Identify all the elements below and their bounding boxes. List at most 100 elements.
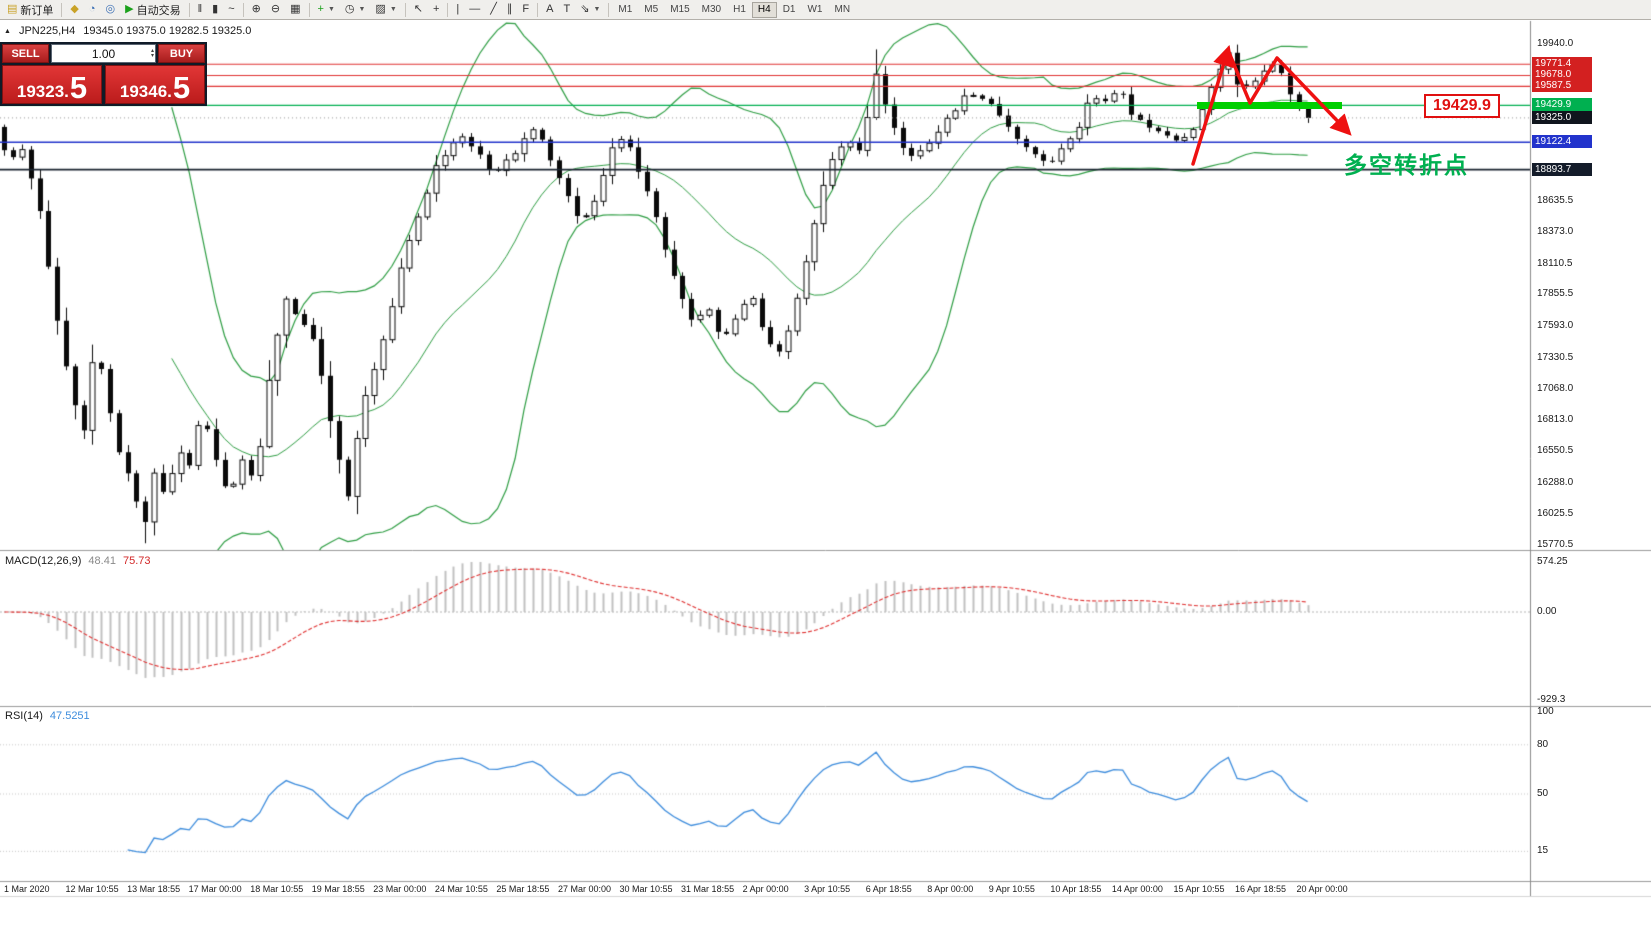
strategy-tester-icon: ◎ [105, 3, 116, 15]
timeframe-button-h1[interactable]: H1 [733, 4, 746, 15]
volume-spinner[interactable]: ▴ ▾ [150, 47, 154, 59]
styler-icon: ◆ [70, 3, 79, 15]
candlestick-chart-button[interactable]: ▮ [207, 1, 223, 19]
rsi-value: 47.5251 [49, 710, 90, 722]
macd-axis-label: 574.25 [1537, 556, 1568, 567]
time-axis-label: 31 Mar 18:55 [681, 884, 735, 894]
templates-button[interactable]: ▨ ▼ [370, 1, 401, 19]
templates-button-dropdown-arrow[interactable]: ▼ [389, 6, 397, 13]
sell-button[interactable]: SELL [2, 44, 49, 63]
add-indicator-button[interactable]: + ▼ [313, 1, 340, 19]
time-axis-label: 15 Apr 10:55 [1173, 884, 1225, 894]
macd-value-main: 48.41 [88, 555, 116, 567]
time-axis-label: 8 Apr 00:00 [927, 884, 974, 894]
periods-button[interactable]: ◷ ▼ [340, 1, 371, 19]
arrows-button-dropdown-arrow[interactable]: ▼ [593, 6, 601, 13]
macd-value-signal: 75.73 [122, 555, 151, 567]
time-axis-label: 9 Apr 10:55 [988, 884, 1035, 894]
market-watch-button[interactable]: ◔ [84, 1, 101, 19]
toolbar-separator [404, 2, 406, 17]
chart-symbol-header: ▲ JPN225,H4 19345.0 19375.0 19282.5 1932… [4, 25, 251, 37]
price-axis-label: 16813.0 [1537, 413, 1574, 425]
new-order-icon: ▤ [7, 3, 18, 15]
strategy-tester-button[interactable]: ◎ [101, 1, 121, 19]
timeframe-button-w1[interactable]: W1 [807, 4, 823, 15]
timeframe-button-m5[interactable]: M5 [644, 4, 659, 15]
price-axis-label: 16025.5 [1537, 508, 1574, 520]
crosshair-button[interactable]: + [428, 1, 444, 19]
price-axis-tag: 19325.0 [1532, 110, 1592, 124]
styler-button[interactable]: ◆ [65, 1, 83, 19]
vertical-line-button[interactable]: | [451, 1, 464, 19]
cursor-button[interactable]: ↖ [409, 1, 428, 19]
tile-windows-button[interactable]: ▦ [285, 1, 305, 19]
rsi-axis-label: 15 [1537, 845, 1549, 857]
auto-trading-button[interactable]: ▶ 自动交易 [120, 1, 185, 19]
price-axis-tag: 19429.9 [1532, 98, 1592, 112]
sell-price-display[interactable]: 19323. 5 [2, 65, 102, 104]
main-toolbar: ▤ 新订单 ◆ ◔ ◎ ▶ 自动交易 ‖ ▮ ~ ⊕ ⊖ ▦ + ▼ ◷ ▼ ▨ ▼ ↖ + | — ╱ ∥ F A T ⇘ ▼ M1 M5 M… [0, 0, 1651, 20]
price-axis-tag: 19122.4 [1532, 135, 1592, 149]
symbol-marker-icon: ▲ [4, 27, 11, 35]
text-icon: A [546, 3, 554, 15]
zoom-in-button[interactable]: ⊕ [247, 1, 266, 19]
buy-price-big-digit: 5 [172, 69, 191, 105]
sell-price-main: 19323. [16, 82, 69, 101]
new-order-button[interactable]: ▤ 新订单 [2, 1, 58, 19]
timeframe-button-m30[interactable]: M30 [701, 4, 722, 15]
zoom-out-button[interactable]: ⊖ [266, 1, 285, 19]
buy-price-display[interactable]: 19346. 5 [105, 65, 205, 104]
add-indicator-button-dropdown-arrow[interactable]: ▼ [327, 6, 335, 13]
add-indicator-icon: + [317, 3, 324, 15]
line-chart-button[interactable]: ~ [223, 1, 239, 19]
price-axis-label: 15770.5 [1537, 539, 1574, 550]
toolbar-separator [188, 2, 190, 17]
price-axis-label: 19940.0 [1537, 38, 1574, 49]
time-axis-label: 6 Apr 18:55 [865, 884, 912, 894]
timeframe-button-m15[interactable]: M15 [670, 4, 690, 15]
price-axis-tag: 18893.7 [1532, 162, 1592, 176]
time-axis-label: 18 Mar 10:55 [250, 884, 304, 894]
time-axis-label: 20 Apr 00:00 [1296, 884, 1348, 894]
timeframe-button-h4[interactable]: H4 [751, 1, 777, 18]
periods-button-dropdown-arrow[interactable]: ▼ [358, 6, 366, 13]
fibonacci-icon: F [522, 3, 530, 15]
toolbar-separator [447, 2, 449, 17]
price-axis-label: 18635.5 [1537, 194, 1574, 206]
timeframe-button-mn[interactable]: MN [834, 4, 851, 15]
buy-button[interactable]: BUY [158, 44, 205, 63]
line-chart-icon: ~ [228, 3, 235, 15]
price-axis-label: 17068.0 [1537, 383, 1574, 395]
channel-button[interactable]: ∥ [502, 1, 518, 19]
arrows-button[interactable]: ⇘ ▼ [575, 1, 605, 19]
time-axis-label: 2 Apr 00:00 [742, 884, 789, 894]
turning-point-label: 多空转折点 [1344, 152, 1469, 178]
fibonacci-button[interactable]: F [517, 1, 534, 19]
timeframe-button-m1[interactable]: M1 [618, 4, 633, 15]
vertical-line-icon: | [456, 3, 460, 15]
horizontal-line-button[interactable]: — [464, 1, 485, 19]
sell-price-big-digit: 5 [69, 69, 88, 105]
periods-icon: ◷ [344, 3, 355, 15]
trendline-button[interactable]: ╱ [485, 1, 502, 19]
time-axis-label: 19 Mar 18:55 [311, 884, 365, 894]
channel-icon: ∥ [506, 3, 513, 15]
bar-chart-icon: ‖ [197, 3, 203, 15]
time-axis-label: 12 Mar 10:55 [65, 884, 119, 894]
time-axis-label: 24 Mar 10:55 [434, 884, 488, 894]
timeframe-button-d1[interactable]: D1 [782, 4, 796, 15]
toolbar-separator [242, 2, 244, 17]
rsi-indicator-label: RSI(14) 47.5251 [5, 710, 90, 722]
toolbar-separator [308, 2, 310, 17]
macd-axis-label: 0.00 [1537, 606, 1557, 617]
cursor-icon: ↖ [413, 3, 423, 15]
price-axis-tag: 19678.0 [1532, 68, 1592, 82]
volume-input-wrap: ▴▾ [51, 44, 156, 63]
time-axis-label: 17 Mar 00:00 [188, 884, 242, 894]
text-button[interactable]: A [541, 1, 558, 19]
time-axis-label: 1 Mar 2020 [4, 884, 50, 894]
volume-input[interactable] [52, 45, 155, 62]
bar-chart-button[interactable]: ‖ [193, 1, 208, 19]
label-button[interactable]: T [558, 1, 575, 19]
